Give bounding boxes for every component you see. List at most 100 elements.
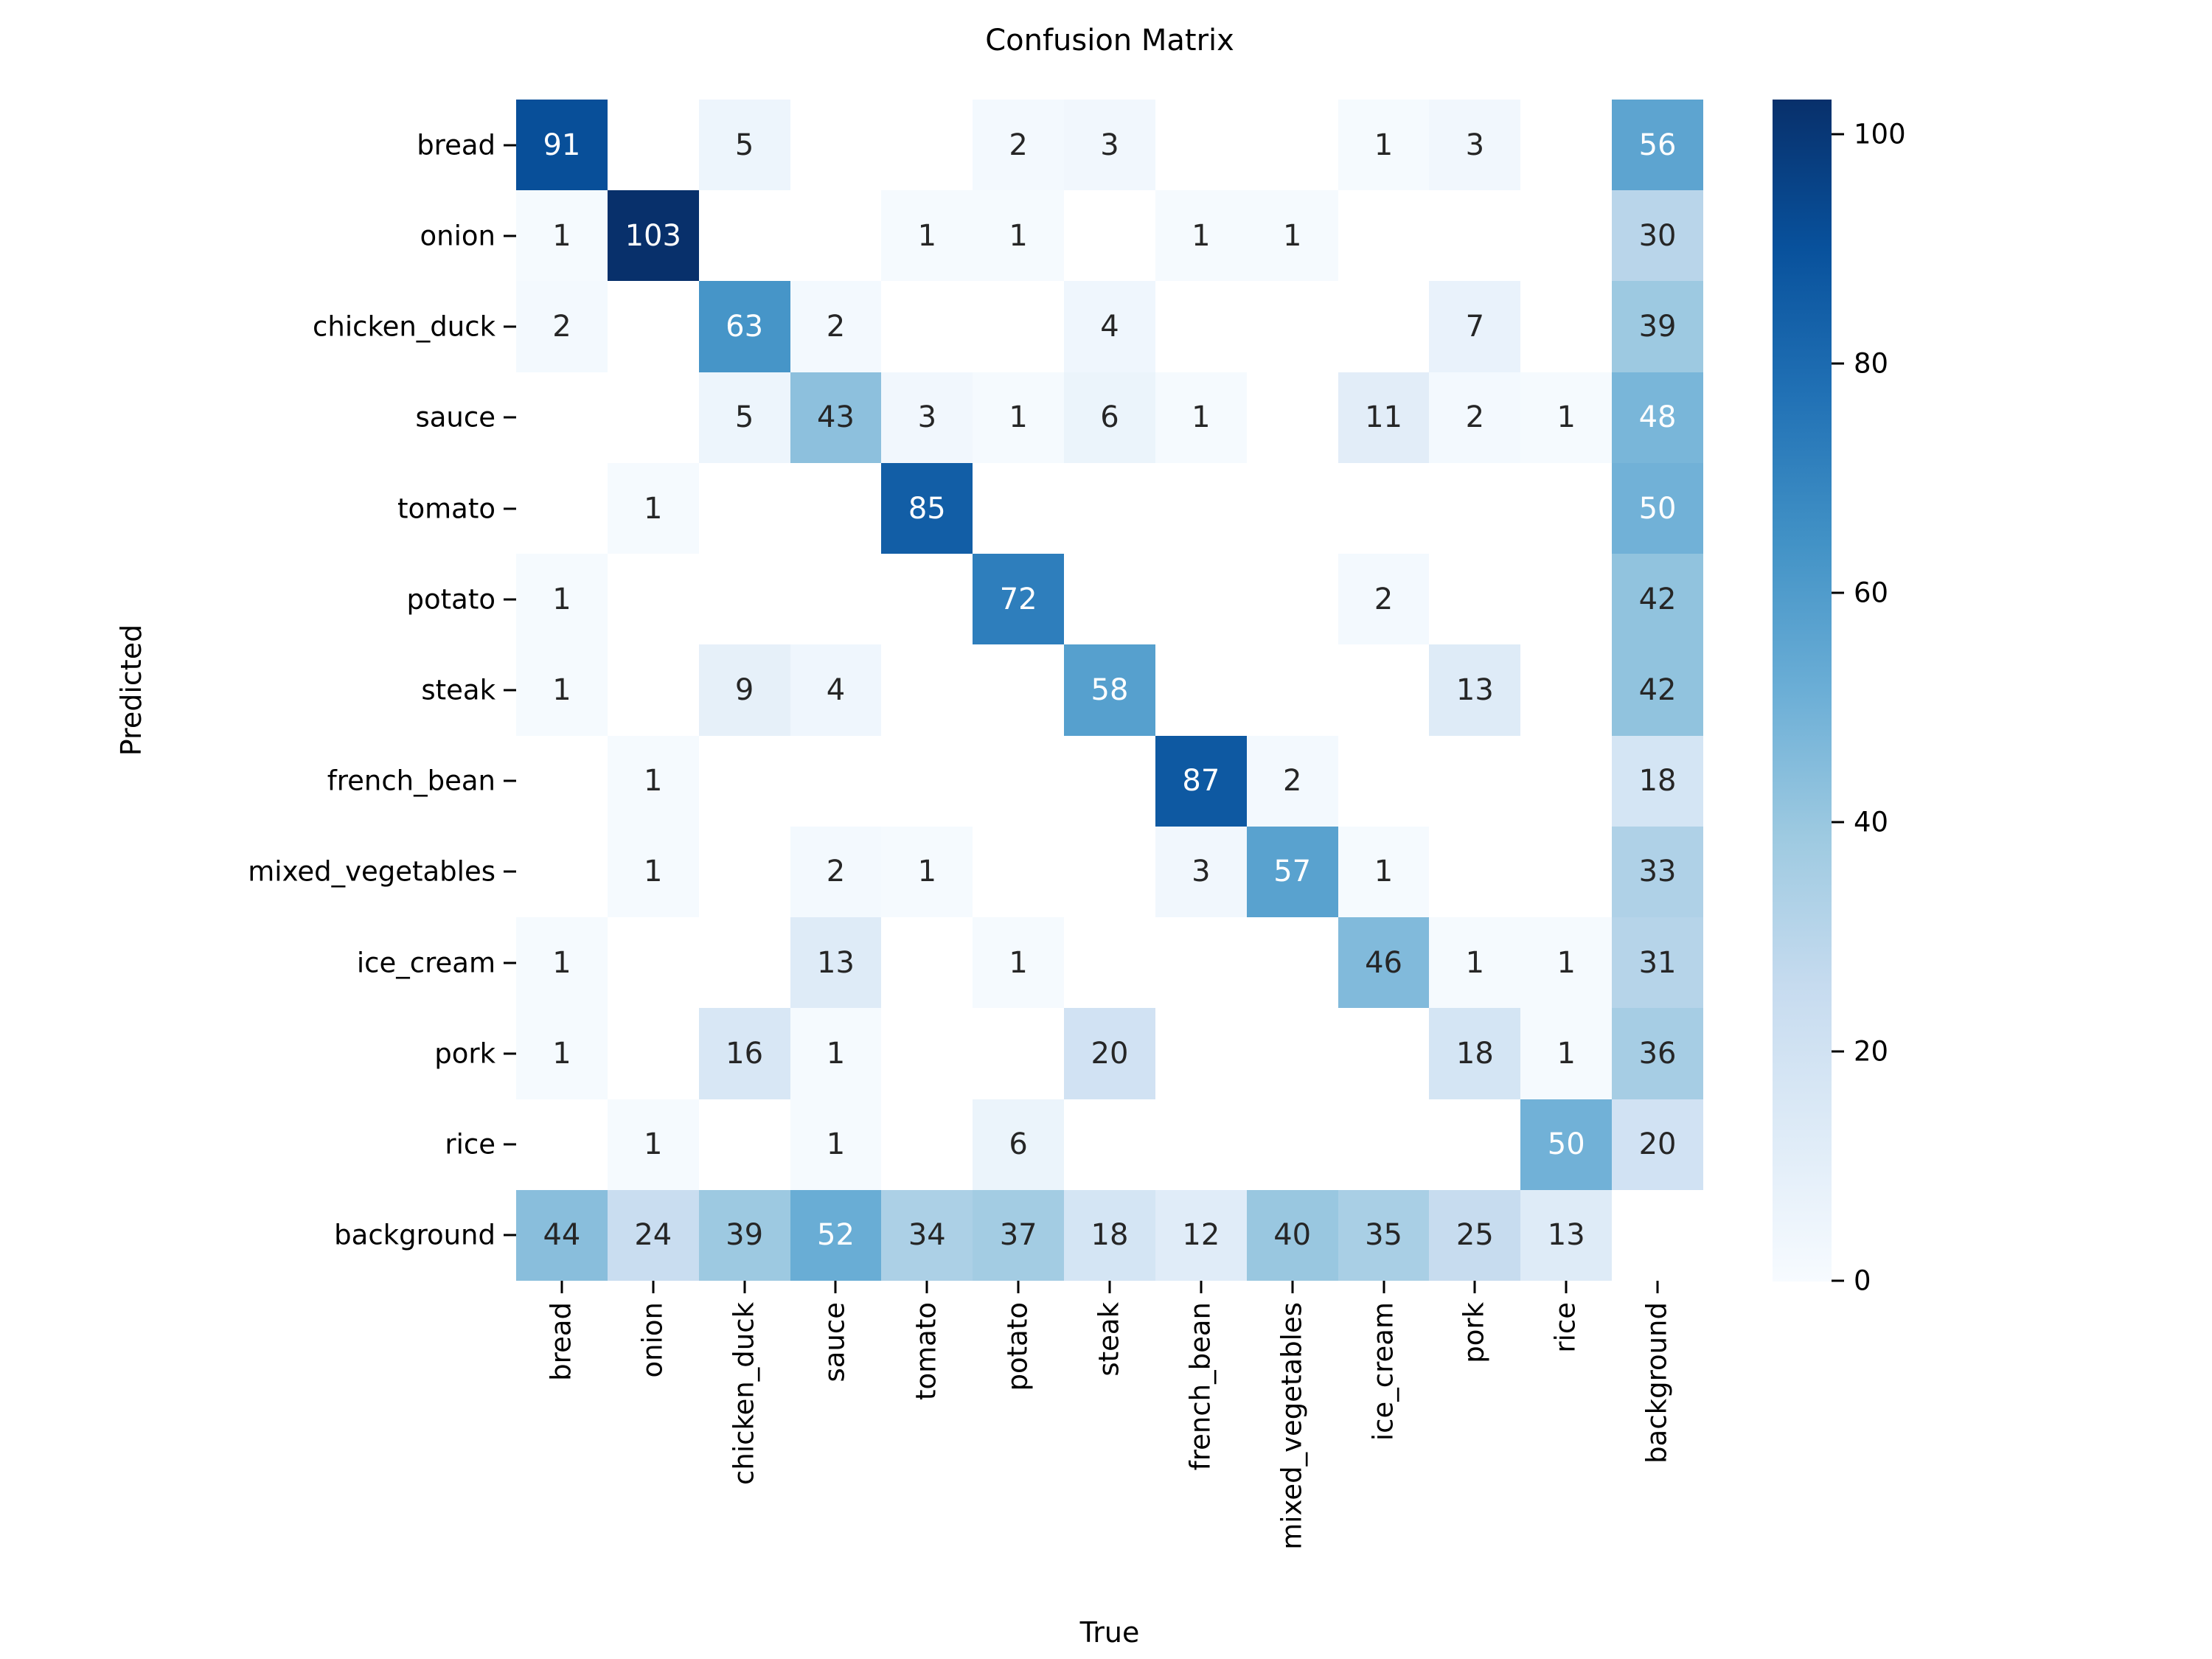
heatmap-cell bbox=[1064, 826, 1155, 918]
heatmap-cell bbox=[1429, 554, 1521, 645]
heatmap-cell: 40 bbox=[1246, 1189, 1338, 1281]
heatmap-cell bbox=[1429, 735, 1521, 827]
heatmap-cell bbox=[1338, 735, 1430, 827]
heatmap-grid: 91 5 2 3 1 3 56 1 103 1 1 1 1 30 2 63 2 4 7 39 5 43 3 1 6 1 11 2 1 48… bbox=[516, 100, 1703, 1281]
x-tick-mark bbox=[1565, 1281, 1568, 1293]
heatmap-cell: 85 bbox=[881, 462, 973, 554]
heatmap-cell bbox=[1246, 281, 1338, 372]
x-tick-mark bbox=[834, 1281, 837, 1293]
y-tick-mark bbox=[504, 779, 516, 782]
x-tick-label: onion bbox=[636, 1302, 669, 1378]
heatmap-cell: 33 bbox=[1612, 826, 1703, 918]
heatmap-cell bbox=[1246, 917, 1338, 1009]
cell-value: 72 bbox=[999, 582, 1037, 616]
y-tick-mark bbox=[504, 144, 516, 147]
heatmap-cell bbox=[973, 281, 1065, 372]
cell-value: 50 bbox=[1547, 1127, 1585, 1162]
y-tick-mark bbox=[504, 598, 516, 601]
y-tick-label: mixed_vegetables bbox=[248, 855, 495, 888]
heatmap-cell: 1 bbox=[607, 462, 699, 554]
cell-value: 1 bbox=[917, 855, 937, 889]
cell-value: 1 bbox=[917, 218, 937, 253]
colorbar-tick-label: 40 bbox=[1854, 806, 1889, 838]
heatmap-cell: 1 bbox=[881, 826, 973, 918]
heatmap-cell: 1 bbox=[607, 826, 699, 918]
heatmap-cell bbox=[881, 1008, 973, 1099]
heatmap-cell bbox=[1520, 735, 1613, 827]
heatmap-cell: 1 bbox=[1520, 372, 1613, 463]
heatmap-cell: 3 bbox=[1155, 826, 1247, 918]
cell-value: 87 bbox=[1182, 764, 1220, 799]
cell-value: 40 bbox=[1273, 1218, 1312, 1253]
heatmap-cell bbox=[973, 462, 1065, 554]
heatmap-cell: 5 bbox=[698, 100, 790, 191]
heatmap-cell: 35 bbox=[1338, 1189, 1430, 1281]
heatmap-cell bbox=[516, 1099, 608, 1190]
heatmap-cell: 3 bbox=[881, 372, 973, 463]
heatmap-cell bbox=[1429, 1099, 1521, 1190]
heatmap-cell: 3 bbox=[1429, 100, 1521, 191]
heatmap-cell: 13 bbox=[790, 917, 882, 1009]
cell-value: 42 bbox=[1638, 582, 1677, 616]
cell-value: 33 bbox=[1638, 855, 1677, 889]
heatmap-cell bbox=[1338, 281, 1430, 372]
heatmap-cell bbox=[698, 462, 790, 554]
x-tick-mark bbox=[1382, 1281, 1385, 1293]
x-tick-label: ice_cream bbox=[1367, 1302, 1399, 1441]
x-tick-label: steak bbox=[1093, 1302, 1125, 1377]
heatmap-cell: 50 bbox=[1520, 1099, 1613, 1190]
x-tick-label: background bbox=[1641, 1302, 1673, 1464]
heatmap-cell bbox=[698, 735, 790, 827]
y-tick-label: bread bbox=[417, 129, 495, 161]
y-tick-label: tomato bbox=[397, 493, 495, 525]
cell-value: 35 bbox=[1365, 1218, 1402, 1253]
heatmap-cell bbox=[1155, 644, 1247, 736]
heatmap-cell bbox=[1155, 917, 1247, 1009]
cell-value: 39 bbox=[1638, 310, 1677, 344]
cell-value: 1 bbox=[1009, 945, 1028, 980]
cell-value: 4 bbox=[1100, 310, 1119, 344]
heatmap-cell: 2 bbox=[790, 826, 882, 918]
x-tick-label: french_bean bbox=[1184, 1302, 1217, 1471]
heatmap-cell bbox=[881, 554, 973, 645]
y-tick-label: ice_cream bbox=[356, 947, 495, 979]
heatmap-cell bbox=[607, 100, 699, 191]
heatmap-cell bbox=[1520, 644, 1613, 736]
heatmap-cell: 13 bbox=[1520, 1189, 1613, 1281]
x-tick-mark bbox=[925, 1281, 928, 1293]
cell-value: 3 bbox=[1465, 128, 1485, 162]
heatmap-cell: 48 bbox=[1612, 372, 1703, 463]
x-tick-mark bbox=[1108, 1281, 1111, 1293]
y-tick-mark bbox=[504, 234, 516, 237]
heatmap-cell bbox=[1246, 554, 1338, 645]
heatmap-cell: 31 bbox=[1612, 917, 1703, 1009]
heatmap-cell bbox=[881, 1099, 973, 1190]
heatmap-cell: 1 bbox=[1520, 1008, 1613, 1099]
heatmap-cell bbox=[881, 917, 973, 1009]
heatmap-cell: 1 bbox=[1338, 826, 1430, 918]
colorbar bbox=[1773, 100, 1832, 1281]
heatmap-cell bbox=[607, 372, 699, 463]
cell-value: 1 bbox=[1282, 218, 1302, 253]
heatmap-cell bbox=[1064, 554, 1155, 645]
heatmap-cell bbox=[1064, 735, 1155, 827]
heatmap-cell bbox=[607, 917, 699, 1009]
heatmap-cell bbox=[881, 735, 973, 827]
x-tick-mark bbox=[1473, 1281, 1476, 1293]
heatmap-cell: 56 bbox=[1612, 100, 1703, 191]
cell-value: 1 bbox=[644, 491, 663, 526]
heatmap-cell: 11 bbox=[1338, 372, 1430, 463]
cell-value: 37 bbox=[999, 1218, 1037, 1253]
heatmap-cell bbox=[1246, 1099, 1338, 1190]
heatmap-cell bbox=[973, 826, 1065, 918]
heatmap-cell: 1 bbox=[973, 372, 1065, 463]
heatmap-cell bbox=[1155, 281, 1247, 372]
heatmap-cell bbox=[1064, 917, 1155, 1009]
heatmap-cell: 20 bbox=[1612, 1099, 1703, 1190]
cell-value: 12 bbox=[1182, 1218, 1220, 1253]
cell-value: 85 bbox=[908, 491, 946, 526]
y-tick-label: steak bbox=[421, 674, 495, 706]
heatmap-cell: 1 bbox=[1520, 917, 1613, 1009]
cell-value: 20 bbox=[1091, 1036, 1129, 1071]
